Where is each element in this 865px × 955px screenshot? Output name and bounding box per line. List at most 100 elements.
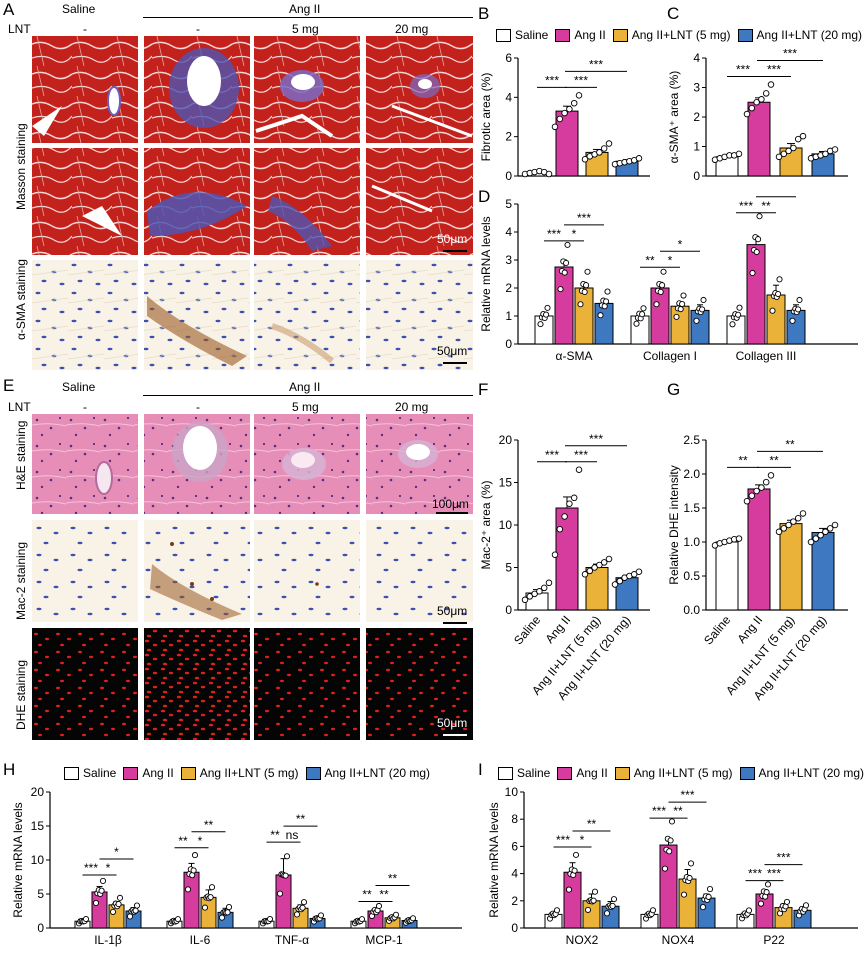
chart-c-point-1-2 [753, 99, 760, 106]
chart-g-ytick-label-3: 1.5 [683, 501, 700, 515]
chart-g-point-0-5 [735, 535, 743, 542]
chart-d-point-0-1-3 [561, 269, 568, 276]
legend-h-swatch-saline [64, 766, 79, 780]
e-r3-saline [32, 628, 138, 740]
chart-i-point-0-3-5 [610, 896, 618, 903]
chart-f-point-0-3 [536, 588, 543, 595]
legend-item-angii: Ang II [555, 28, 606, 42]
legend-h-item-saline: Saline [64, 766, 116, 780]
chart-b-ylabel: Fibrotic area (%) [479, 73, 493, 162]
e-r3-lnt5 [254, 628, 360, 740]
chart-i-point-0-2-0 [584, 906, 592, 913]
chart-f-bar-1 [555, 507, 579, 611]
chart-d-point-1-1-5 [660, 268, 667, 275]
chart-f-ylabel: Mac-2⁺ area (%) [479, 480, 493, 569]
chart-f-point-3-1 [616, 577, 624, 585]
e-r3-lnt20 [366, 628, 473, 740]
chart-i-bar-0-2 [582, 900, 601, 929]
chart-i-xlabel-0: NOX2 [566, 933, 599, 947]
chart-d-point-1-1-4 [659, 282, 666, 289]
chart-h-point-0-0-5 [82, 915, 90, 923]
chart-g-point-3-3 [822, 528, 829, 536]
chart-c-point-3-3 [822, 150, 829, 158]
chart-d-bar-2-3 [786, 309, 806, 345]
chart-h-sig-label-3-2: ** [388, 872, 398, 886]
panel-a-dose-3: 5 mg [292, 22, 319, 36]
chart-d-point-2-3-0 [789, 317, 796, 324]
panel-a-scalebar-1-label: 50μm [437, 232, 468, 246]
chart-h-point-0-2-5 [116, 894, 124, 901]
legend-h-swatch-angii [123, 766, 139, 780]
legend-swatch-angii [555, 28, 571, 42]
chart-d-sig-label-2-2: *** [769, 192, 783, 197]
chart-d-point-0-3-0 [597, 312, 604, 319]
chart-h-point-3-3-5 [409, 915, 417, 922]
chart-f-sig-label-0: *** [545, 448, 559, 462]
legend-h-item-lnt5: Ang II+LNT (5 mg) [180, 766, 299, 780]
chart-i-sig-label-0-0: *** [556, 833, 570, 847]
chart-h-point-2-2-0 [293, 911, 301, 918]
chart-d-ytick-label-5: 5 [505, 197, 512, 211]
chart-c-point-2-4 [794, 135, 802, 143]
chart-d-point-1-3-0 [693, 317, 700, 324]
chart-d-point-0-1-5 [564, 241, 571, 248]
chart-g-bar-0 [715, 541, 739, 611]
chart-d-ytick-label-3: 3 [505, 253, 512, 267]
legend-top: Saline Ang II Ang II+LNT (5 mg) Ang II+L… [496, 28, 865, 42]
legend-h-item-angii: Ang II [123, 766, 174, 780]
chart-g-point-3-1 [812, 535, 820, 542]
panel-e-angii-header: Ang II [289, 380, 321, 394]
panel-e-micrographs [32, 414, 473, 740]
chart-d-point-2-3-5 [796, 296, 803, 304]
chart-g-point-3-0 [807, 538, 815, 546]
chart-f-xlabel-0: Saline [511, 613, 543, 648]
chart-i-sig-label-0-2: ** [587, 817, 597, 831]
panel-a-micrographs [32, 36, 473, 370]
chart-d-point-0-2-4 [583, 282, 590, 289]
chart-h-point-2-3-5 [317, 912, 325, 919]
chart-f-ytick-label-3: 15 [499, 476, 513, 490]
chart-d-point-0-3-5 [604, 288, 611, 295]
chart-g-point-2-2 [785, 521, 792, 529]
chart-i-sig-label-1-1: ** [673, 804, 683, 818]
a-r3-lnt20 [366, 260, 473, 370]
chart-h-point-2-0-5 [266, 915, 274, 923]
chart-i-xlabel-1: NOX4 [662, 933, 695, 947]
chart-f-ytick-label-1: 5 [505, 561, 512, 575]
chart-h-ytick-label-0: 0 [37, 921, 44, 935]
chart-i-point-2-3-5 [802, 902, 810, 909]
chart-g-point-3-2 [817, 531, 824, 539]
chart-g-sig-label-1: ** [769, 453, 779, 467]
chart-h-point-1-1-0 [184, 886, 192, 893]
panel-a-lnt-label: LNT [8, 22, 31, 36]
chart-i-point-2-2-5 [783, 898, 791, 905]
chart-g-point-3-5 [831, 521, 839, 529]
chart-h-point-0-1-0 [92, 899, 100, 907]
chart-b-point-1-4 [570, 99, 578, 107]
a-r2-lnt20 [366, 148, 473, 255]
panel-e-scalebar-3 [443, 734, 467, 736]
panel-e-scalebar-2 [443, 622, 467, 624]
panel-a-angii-line [143, 17, 473, 18]
a-r2-saline [32, 148, 138, 255]
chart-c-point-1-0 [743, 110, 751, 118]
chart-d-point-2-0-4 [735, 311, 742, 318]
chart-d-point-0-3-4 [603, 298, 610, 305]
chart-h-sig-label-0-1: * [106, 861, 111, 875]
panel-a-scalebar-2 [443, 362, 467, 364]
e-r3-angii [144, 628, 250, 740]
a-r3-saline [32, 260, 138, 370]
chart-i-sig-label-2-0: *** [748, 867, 762, 881]
chart-f-point-1-5 [575, 466, 583, 474]
chart-c-ytick-label-3: 3 [693, 81, 700, 95]
chart-g-point-1-4 [762, 478, 770, 486]
chart-d-point-2-2-0 [769, 307, 776, 314]
chart-b-sig-label-2: *** [589, 57, 603, 71]
chart-d-point-2-1-3 [753, 248, 760, 256]
chart-d-bar-2-1 [746, 244, 766, 345]
legend-i-item-lnt20: Ang II+LNT (20 mg) [739, 766, 864, 780]
chart-i-bar-0-1 [563, 871, 582, 929]
chart-g-ytick-label-1: 0.5 [683, 569, 700, 583]
